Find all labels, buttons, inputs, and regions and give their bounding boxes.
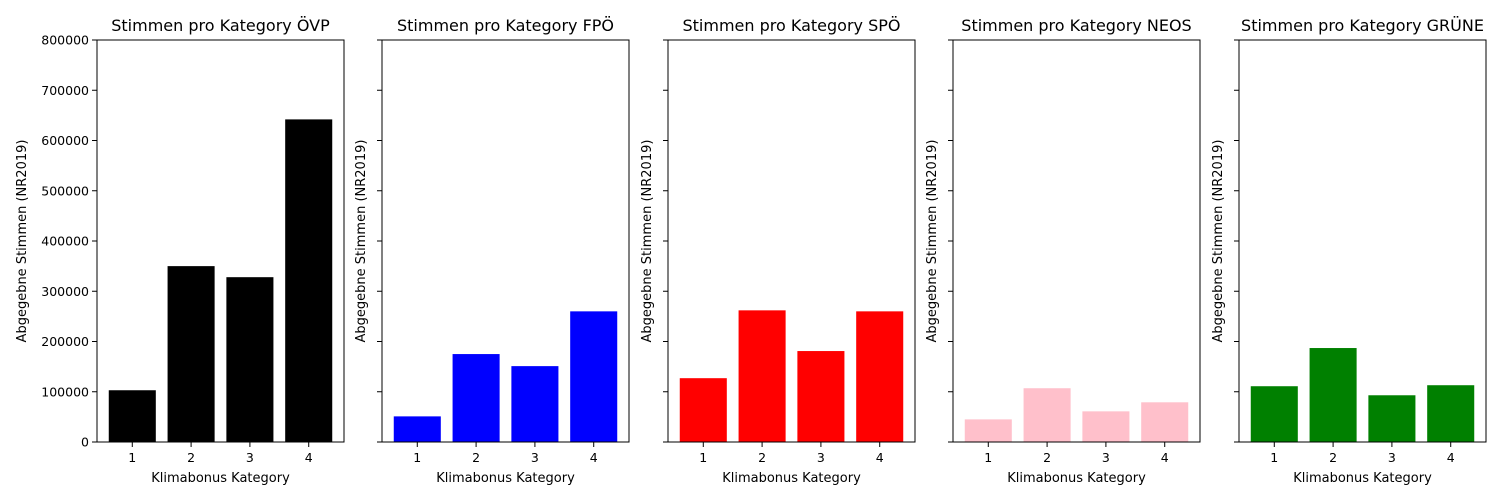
chart-title: Stimmen pro Kategory ÖVP <box>111 16 330 35</box>
bar <box>108 390 156 442</box>
bar <box>964 419 1012 442</box>
x-tick-label: 2 <box>187 450 195 465</box>
y-axis-label: Abgegebne Stimmen (NR2019) <box>1211 140 1226 343</box>
bar <box>167 266 215 442</box>
y-tick-label: 200000 <box>41 334 89 349</box>
y-tick-label: 600000 <box>41 133 89 148</box>
x-tick-label: 3 <box>817 450 825 465</box>
x-axis-label: Klimabonus Kategory <box>722 471 861 486</box>
x-tick-label: 3 <box>246 450 254 465</box>
bar <box>1082 411 1130 442</box>
chart-title: Stimmen pro Kategory FPÖ <box>397 16 614 35</box>
y-axis-label: Abgegebne Stimmen (NR2019) <box>15 140 30 343</box>
bar <box>856 311 904 442</box>
bar <box>738 310 786 442</box>
chart-title: Stimmen pro Kategory SPÖ <box>683 16 901 35</box>
x-tick-label: 1 <box>413 450 421 465</box>
bar <box>511 366 559 442</box>
bar <box>570 311 618 442</box>
x-tick-label: 3 <box>1388 450 1396 465</box>
x-tick-label: 4 <box>1447 450 1455 465</box>
x-tick-label: 1 <box>128 450 136 465</box>
y-axis-label: Abgegebne Stimmen (NR2019) <box>354 140 369 343</box>
y-tick-label: 500000 <box>41 183 89 198</box>
x-tick-label: 4 <box>305 450 313 465</box>
bar <box>1427 385 1475 442</box>
x-axis-label: Klimabonus Kategory <box>151 471 290 486</box>
bar <box>285 119 333 443</box>
bar <box>679 378 727 442</box>
x-tick-label: 4 <box>590 450 598 465</box>
x-tick-label: 2 <box>758 450 766 465</box>
bar <box>1141 402 1189 442</box>
bar <box>1309 348 1357 442</box>
bar <box>1368 395 1416 442</box>
x-tick-label: 3 <box>531 450 539 465</box>
x-axis-label: Klimabonus Kategory <box>436 471 575 486</box>
y-tick-label: 100000 <box>41 384 89 399</box>
x-tick-label: 1 <box>1270 450 1278 465</box>
y-axis-label: Abgegebne Stimmen (NR2019) <box>640 140 655 343</box>
plot-frame <box>952 39 1201 443</box>
plot-frame <box>667 39 916 443</box>
x-axis-label: Klimabonus Kategory <box>1007 471 1146 486</box>
bar <box>393 416 441 442</box>
y-tick-label: 0 <box>81 435 89 450</box>
y-tick-label: 800000 <box>41 33 89 48</box>
chart-title: Stimmen pro Kategory NEOS <box>961 16 1191 35</box>
bar <box>1250 386 1298 442</box>
plot-frame <box>1238 39 1487 443</box>
x-tick-label: 3 <box>1102 450 1110 465</box>
x-tick-label: 4 <box>876 450 884 465</box>
x-tick-label: 4 <box>1161 450 1169 465</box>
y-tick-label: 700000 <box>41 83 89 98</box>
x-tick-label: 2 <box>472 450 480 465</box>
bar <box>797 351 845 442</box>
plot-frame <box>381 39 630 443</box>
bar <box>452 354 500 442</box>
chart-title: Stimmen pro Kategory GRÜNE <box>1241 16 1484 35</box>
x-axis-label: Klimabonus Kategory <box>1293 471 1432 486</box>
y-tick-label: 400000 <box>41 234 89 249</box>
x-tick-label: 1 <box>984 450 992 465</box>
y-axis-label: Abgegebne Stimmen (NR2019) <box>925 140 940 343</box>
x-tick-label: 2 <box>1043 450 1051 465</box>
x-tick-label: 1 <box>699 450 707 465</box>
bar <box>226 277 274 442</box>
plot-frame <box>96 39 345 443</box>
bar <box>1023 388 1071 442</box>
x-tick-label: 2 <box>1329 450 1337 465</box>
y-tick-label: 300000 <box>41 284 89 299</box>
